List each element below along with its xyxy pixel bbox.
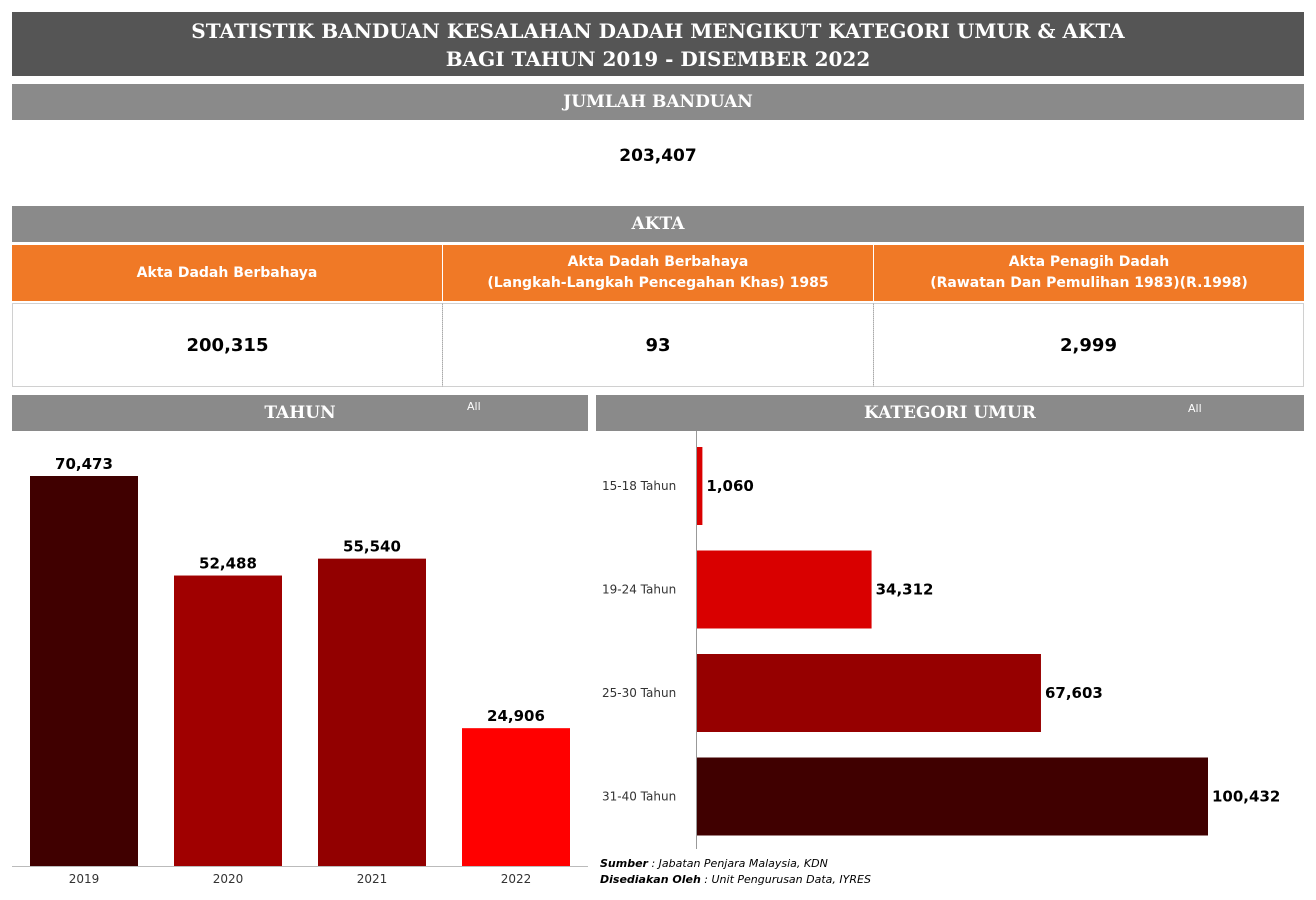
chart-umur: 1,060 15-18 Tahun 34,312 19-24 Tahun 67,603 2…	[602, 431, 1280, 849]
akta-header-line1: Akta Penagih Dadah	[1008, 254, 1170, 270]
akta-column-header-3: Akta Penagih Dadah (Rawatan Dan Pemuliha…	[874, 245, 1304, 301]
bar-label-2020: 52,488	[199, 555, 257, 573]
dashboard-title: STATISTIK BANDUAN KESALAHAN DADAH MENGIK…	[12, 12, 1304, 76]
bar-label-31-40-Tahun: 100,432	[1212, 788, 1280, 806]
tahun-label: TAHUN	[264, 403, 336, 423]
bar-2022	[462, 728, 570, 866]
x-tick-2019: 2019	[69, 872, 100, 886]
bar-2019	[30, 476, 138, 866]
akta-value-1: 200,315	[12, 303, 443, 387]
akta-header-line1: Akta Dadah Berbahaya	[136, 264, 318, 281]
prepared-by-text: : Unit Pengurusan Data, IYRES	[700, 873, 871, 886]
y-tick-19-24-Tahun: 19-24 Tahun	[602, 583, 676, 597]
bar-31-40-Tahun	[697, 757, 1208, 836]
prepared-by-label: Disediakan Oleh	[600, 873, 701, 886]
umur-filter-all[interactable]: All	[1188, 402, 1202, 415]
bar-label-15-18-Tahun: 1,060	[706, 477, 753, 495]
section-umur-header: KATEGORI UMUR All	[596, 395, 1304, 431]
x-tick-2020: 2020	[213, 872, 244, 886]
source-label: Sumber	[600, 857, 648, 870]
bar-19-24-Tahun	[697, 550, 872, 629]
akta-header-line2: (Rawatan Dan Pemulihan 1983)(R.1998)	[930, 275, 1248, 291]
bar-label-2019: 70,473	[55, 455, 113, 473]
source-text: : Jabatan Penjara Malaysia, KDN	[647, 857, 828, 870]
section-tahun-header: TAHUN All	[12, 395, 588, 431]
total-prisoners-value: 203,407	[619, 146, 697, 166]
akta-header-line1: Akta Dadah Berbahaya	[567, 254, 749, 270]
bar-label-25-30-Tahun: 67,603	[1045, 684, 1103, 702]
bar-15-18-Tahun	[697, 447, 703, 525]
y-tick-31-40-Tahun: 31-40 Tahun	[602, 790, 676, 804]
title-line-1: STATISTIK BANDUAN KESALAHAN DADAH MENGIK…	[191, 19, 1125, 43]
akta-column-header-1: Akta Dadah Berbahaya	[12, 245, 442, 301]
bar-label-19-24-Tahun: 34,312	[876, 581, 934, 599]
akta-header-line2: (Langkah-Langkah Pencegahan Khas) 1985	[487, 275, 829, 291]
tahun-filter-all[interactable]: All	[467, 400, 481, 413]
y-tick-25-30-Tahun: 25-30 Tahun	[602, 686, 676, 700]
section-jumlah-header: JUMLAH BANDUAN	[12, 84, 1304, 120]
source-note: Sumber : Jabatan Penjara Malaysia, KDN D…	[600, 856, 871, 888]
akta-value-3: 2,999	[873, 303, 1304, 387]
bar-25-30-Tahun	[697, 654, 1041, 732]
bar-2020	[174, 575, 282, 866]
x-tick-2022: 2022	[501, 872, 532, 886]
akta-column-header-2: Akta Dadah Berbahaya (Langkah-Langkah Pe…	[443, 245, 873, 301]
x-tick-2021: 2021	[357, 872, 388, 886]
section-akta-header: AKTA	[12, 206, 1304, 242]
title-line-2: BAGI TAHUN 2019 - DISEMBER 2022	[445, 47, 871, 71]
akta-value-2: 93	[442, 303, 874, 387]
chart-tahun: 70,473 2019 52,488 2020 55,540 2021 24,906 2022	[12, 455, 588, 886]
bar-2021	[318, 558, 426, 866]
umur-label: KATEGORI UMUR	[864, 403, 1036, 423]
bar-label-2022: 24,906	[487, 707, 545, 725]
bar-label-2021: 55,540	[343, 538, 401, 556]
y-tick-15-18-Tahun: 15-18 Tahun	[602, 479, 676, 493]
